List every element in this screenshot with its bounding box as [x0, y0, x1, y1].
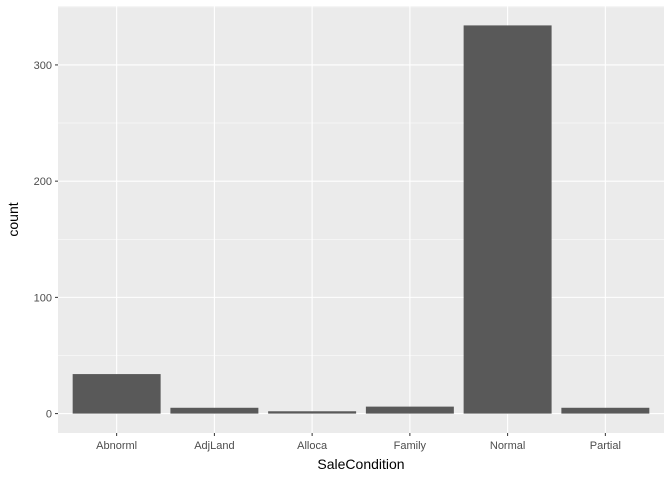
x-tick-label: AdjLand [194, 440, 234, 452]
plot-panel [58, 6, 664, 433]
y-tick-label: 300 [34, 60, 52, 72]
bar-normal [463, 25, 552, 414]
bars [72, 25, 650, 414]
y-axis: 0 100 200 300 [34, 60, 58, 421]
y-tick-label: 200 [34, 176, 52, 188]
y-tick-label: 0 [46, 409, 52, 421]
bar-abnorml [72, 374, 161, 414]
bar-family [365, 406, 454, 414]
bar-alloca [268, 411, 357, 414]
x-axis-title: SaleCondition [317, 456, 404, 472]
x-tick-label: Family [394, 440, 427, 452]
minor-gridlines [58, 6, 664, 356]
y-axis-title: count [5, 202, 21, 236]
bar-partial [561, 407, 650, 414]
x-tick-label: Abnorml [96, 440, 137, 452]
y-tick-label: 100 [34, 292, 52, 304]
x-tick-label: Normal [490, 440, 525, 452]
bar-adjland [170, 407, 259, 414]
x-tick-label: Alloca [297, 440, 328, 452]
x-tick-label: Partial [590, 440, 621, 452]
x-axis: Abnorml AdjLand Alloca Family Normal Partial [96, 433, 621, 452]
major-gridlines [58, 6, 664, 433]
